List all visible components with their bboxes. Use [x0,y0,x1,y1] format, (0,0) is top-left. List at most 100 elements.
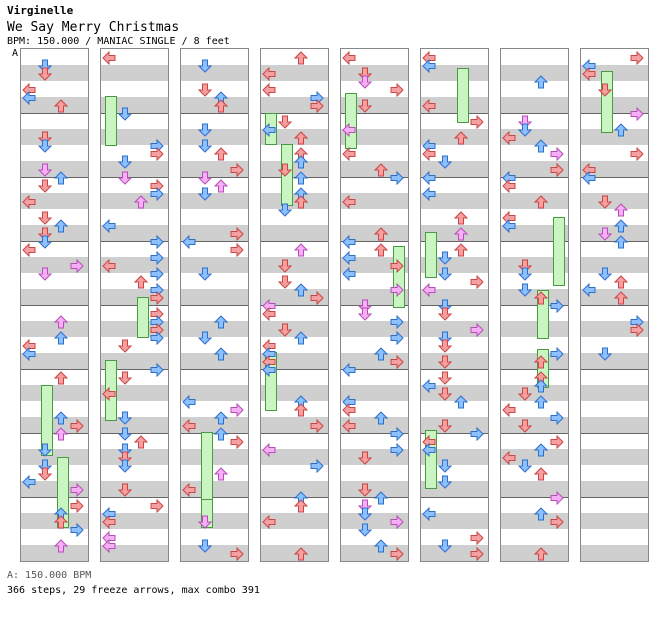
right-arrow-icon [470,275,484,289]
right-arrow-icon [230,227,244,241]
measure-line [21,113,88,114]
down-arrow-icon [198,139,212,153]
measure-line [581,241,648,242]
right-arrow-icon [630,51,644,65]
down-arrow-icon [358,483,372,497]
down-arrow-icon [518,387,532,401]
down-arrow-icon [198,59,212,73]
beat-stripe [21,129,88,145]
beat-stripe [101,481,168,497]
up-arrow-icon [214,179,228,193]
down-arrow-icon [598,195,612,209]
down-arrow-icon [38,211,52,225]
up-arrow-icon [214,467,228,481]
freeze-arrow [553,217,565,286]
down-arrow-icon [198,171,212,185]
beat-stripe [501,545,568,561]
beat-stripe [341,65,408,81]
beat-stripe [261,545,328,561]
beat-stripe [101,353,168,369]
left-arrow-icon [342,235,356,249]
left-arrow-icon [342,251,356,265]
freeze-arrow [425,232,437,278]
measure-line [421,433,488,434]
up-arrow-icon [214,347,228,361]
beat-stripe [341,129,408,145]
left-arrow-icon [262,307,276,321]
measure-line [181,433,248,434]
beat-stripe [261,193,328,209]
measure-line [181,241,248,242]
measure-line [101,241,168,242]
beat-stripe [341,481,408,497]
right-arrow-icon [310,459,324,473]
freeze-arrow [105,360,117,421]
down-arrow-icon [198,331,212,345]
down-arrow-icon [438,459,452,473]
right-arrow-icon [550,163,564,177]
up-arrow-icon [534,195,548,209]
left-arrow-icon [182,395,196,409]
freeze-arrow [41,385,53,456]
measure-line [501,433,568,434]
right-arrow-icon [230,163,244,177]
beat-stripe [261,481,328,497]
beat-stripe [581,129,648,145]
measure-line [581,177,648,178]
down-arrow-icon [278,323,292,337]
right-arrow-icon [550,515,564,529]
beat-stripe [501,65,568,81]
right-arrow-icon [390,83,404,97]
beat-stripe [421,129,488,145]
down-arrow-icon [118,459,132,473]
up-arrow-icon [374,491,388,505]
beat-stripe [21,65,88,81]
down-arrow-icon [38,163,52,177]
left-arrow-icon [422,443,436,457]
left-arrow-icon [22,243,36,257]
right-arrow-icon [150,235,164,249]
measure-line [421,241,488,242]
beat-stripe [101,225,168,241]
left-arrow-icon [102,259,116,273]
measure-line [341,305,408,306]
down-arrow-icon [438,387,452,401]
right-arrow-icon [150,187,164,201]
measure-line [21,177,88,178]
right-arrow-icon [470,323,484,337]
beat-stripe [421,193,488,209]
freeze-arrow [105,96,117,146]
up-arrow-icon [54,331,68,345]
beat-stripe [581,161,648,177]
measure-line [501,177,568,178]
down-arrow-icon [118,411,132,425]
beat-stripe [261,353,328,369]
down-arrow-icon [518,283,532,297]
measure-line [501,241,568,242]
measure-line [501,305,568,306]
up-arrow-icon [294,547,308,561]
beat-stripe [261,385,328,401]
right-arrow-icon [550,435,564,449]
beat-stripe [181,449,248,465]
up-arrow-icon [54,411,68,425]
up-arrow-icon [214,315,228,329]
down-arrow-icon [598,83,612,97]
measure-line [21,497,88,498]
beat-stripe [21,545,88,561]
left-arrow-icon [422,379,436,393]
right-arrow-icon [390,547,404,561]
right-arrow-icon [470,115,484,129]
beat-stripe [21,513,88,529]
beat-stripe [501,225,568,241]
left-arrow-icon [262,123,276,137]
right-arrow-icon [630,107,644,121]
up-arrow-icon [534,139,548,153]
chart-column [500,48,569,562]
up-arrow-icon [134,275,148,289]
beat-stripe [501,481,568,497]
up-arrow-icon [54,99,68,113]
right-arrow-icon [390,427,404,441]
left-arrow-icon [102,539,116,553]
